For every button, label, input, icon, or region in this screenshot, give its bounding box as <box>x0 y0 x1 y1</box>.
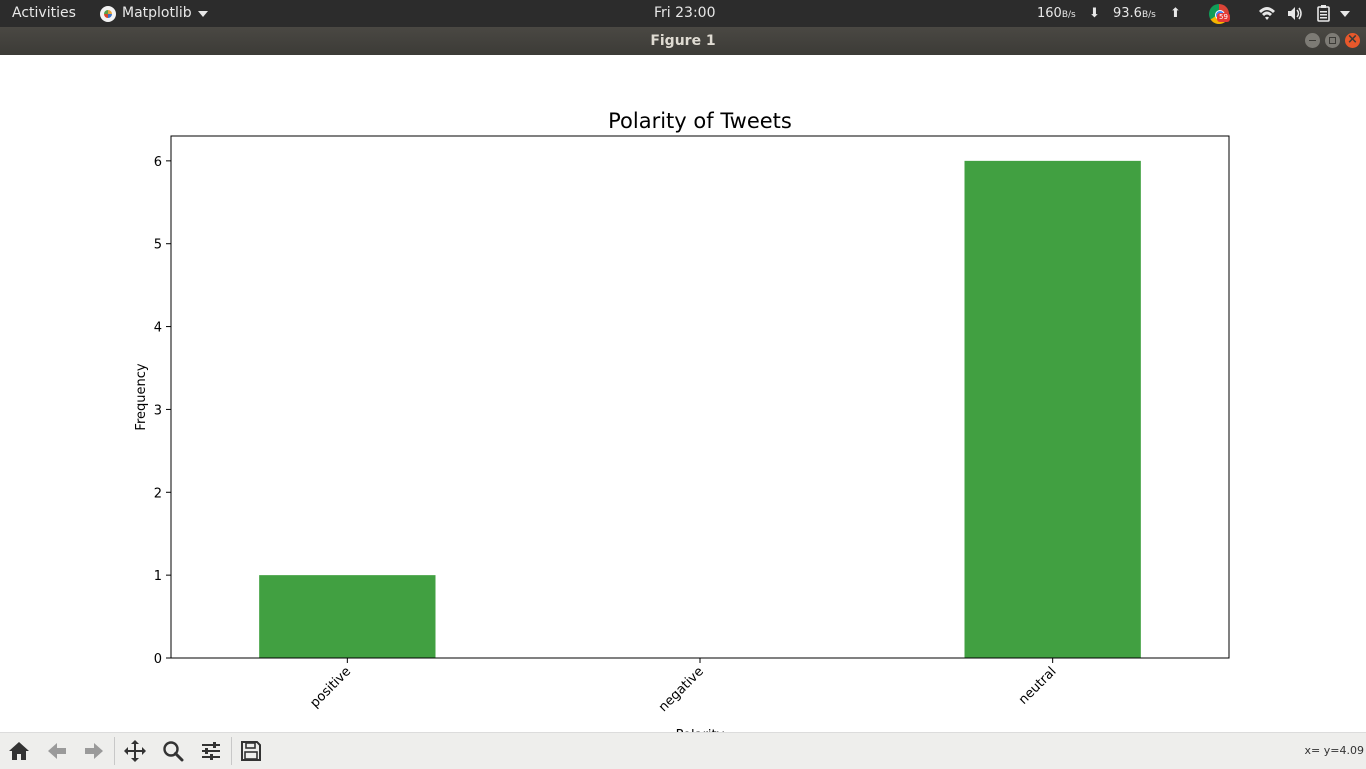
wifi-icon[interactable] <box>1258 0 1276 27</box>
y-tick-label: 3 <box>154 403 162 418</box>
toolbar-separator <box>231 737 232 765</box>
forward-icon <box>85 743 103 759</box>
chrome-indicator[interactable]: 59 <box>1209 4 1230 24</box>
y-tick-label: 4 <box>154 321 162 336</box>
figure-canvas[interactable]: 0 1 2 3 4 5 6 positive negative neutral Polarity o… <box>0 55 1366 732</box>
download-arrow-icon: ⬇ <box>1089 6 1100 21</box>
navigation-toolbar: x= y=4.09 <box>0 732 1366 769</box>
toolbar-separator <box>114 737 115 765</box>
y-tick-label: 1 <box>154 569 162 584</box>
clipboard-battery-icon[interactable] <box>1316 0 1332 27</box>
y-tick-label: 0 <box>154 652 162 667</box>
bar-positive <box>259 575 436 658</box>
window-title-bar[interactable]: Figure 1 <box>0 27 1366 55</box>
download-rate-unit: B/s <box>1061 10 1076 20</box>
system-menu-chevron-icon[interactable] <box>1340 11 1350 17</box>
app-menu-label: Matplotlib <box>122 5 192 21</box>
upload-rate-value: 93.6 <box>1113 6 1142 21</box>
y-tick-label: 2 <box>154 486 162 501</box>
back-icon <box>48 743 66 759</box>
download-rate-value: 160 <box>1037 6 1062 21</box>
x-axis-label: Polarity <box>676 728 725 732</box>
window-title: Figure 1 <box>650 33 716 49</box>
upload-arrow-icon: ⬆ <box>1170 6 1181 21</box>
y-tick-label: 5 <box>154 238 162 253</box>
zoom-icon <box>163 741 184 762</box>
chevron-down-icon <box>197 10 208 17</box>
pan-button[interactable] <box>122 738 148 764</box>
configure-subplots-button[interactable] <box>198 738 224 764</box>
cursor-coordinates: x= y=4.09 <box>1304 744 1364 757</box>
network-upload-rate: 93.6B/s <box>1113 0 1156 27</box>
home-button[interactable] <box>6 738 32 764</box>
activities-button[interactable]: Activities <box>12 5 76 21</box>
system-top-bar: Activities Matplotlib Fri 23:00 160B/s ⬇… <box>0 0 1366 27</box>
zoom-button[interactable] <box>160 738 186 764</box>
volume-icon[interactable] <box>1286 0 1304 27</box>
y-tick-label: 6 <box>154 155 162 170</box>
x-tick-label: positive <box>307 664 354 711</box>
home-icon <box>9 742 29 760</box>
y-axis-label: Frequency <box>134 363 149 430</box>
matplotlib-app-icon <box>100 5 116 22</box>
minimize-button[interactable] <box>1305 33 1320 48</box>
upload-rate-unit: B/s <box>1141 10 1156 20</box>
forward-button[interactable] <box>81 738 107 764</box>
app-menu[interactable]: Matplotlib <box>100 0 208 27</box>
save-icon <box>241 741 261 761</box>
x-tick-label: neutral <box>1016 664 1059 707</box>
chart-title: Polarity of Tweets <box>608 109 792 133</box>
network-download-rate: 160B/s <box>1037 0 1076 27</box>
back-button[interactable] <box>44 738 70 764</box>
configure-subplots-icon <box>202 742 220 760</box>
clock[interactable]: Fri 23:00 <box>654 5 716 21</box>
pan-icon <box>124 740 146 762</box>
bar-chart: 0 1 2 3 4 5 6 positive negative neutral Polarity o… <box>134 109 1230 732</box>
chrome-notification-badge: 59 <box>1217 13 1230 22</box>
save-button[interactable] <box>238 738 264 764</box>
x-tick-label: negative <box>656 664 707 715</box>
maximize-button[interactable] <box>1325 33 1340 48</box>
close-button[interactable] <box>1345 32 1360 48</box>
bar-neutral <box>964 160 1141 658</box>
